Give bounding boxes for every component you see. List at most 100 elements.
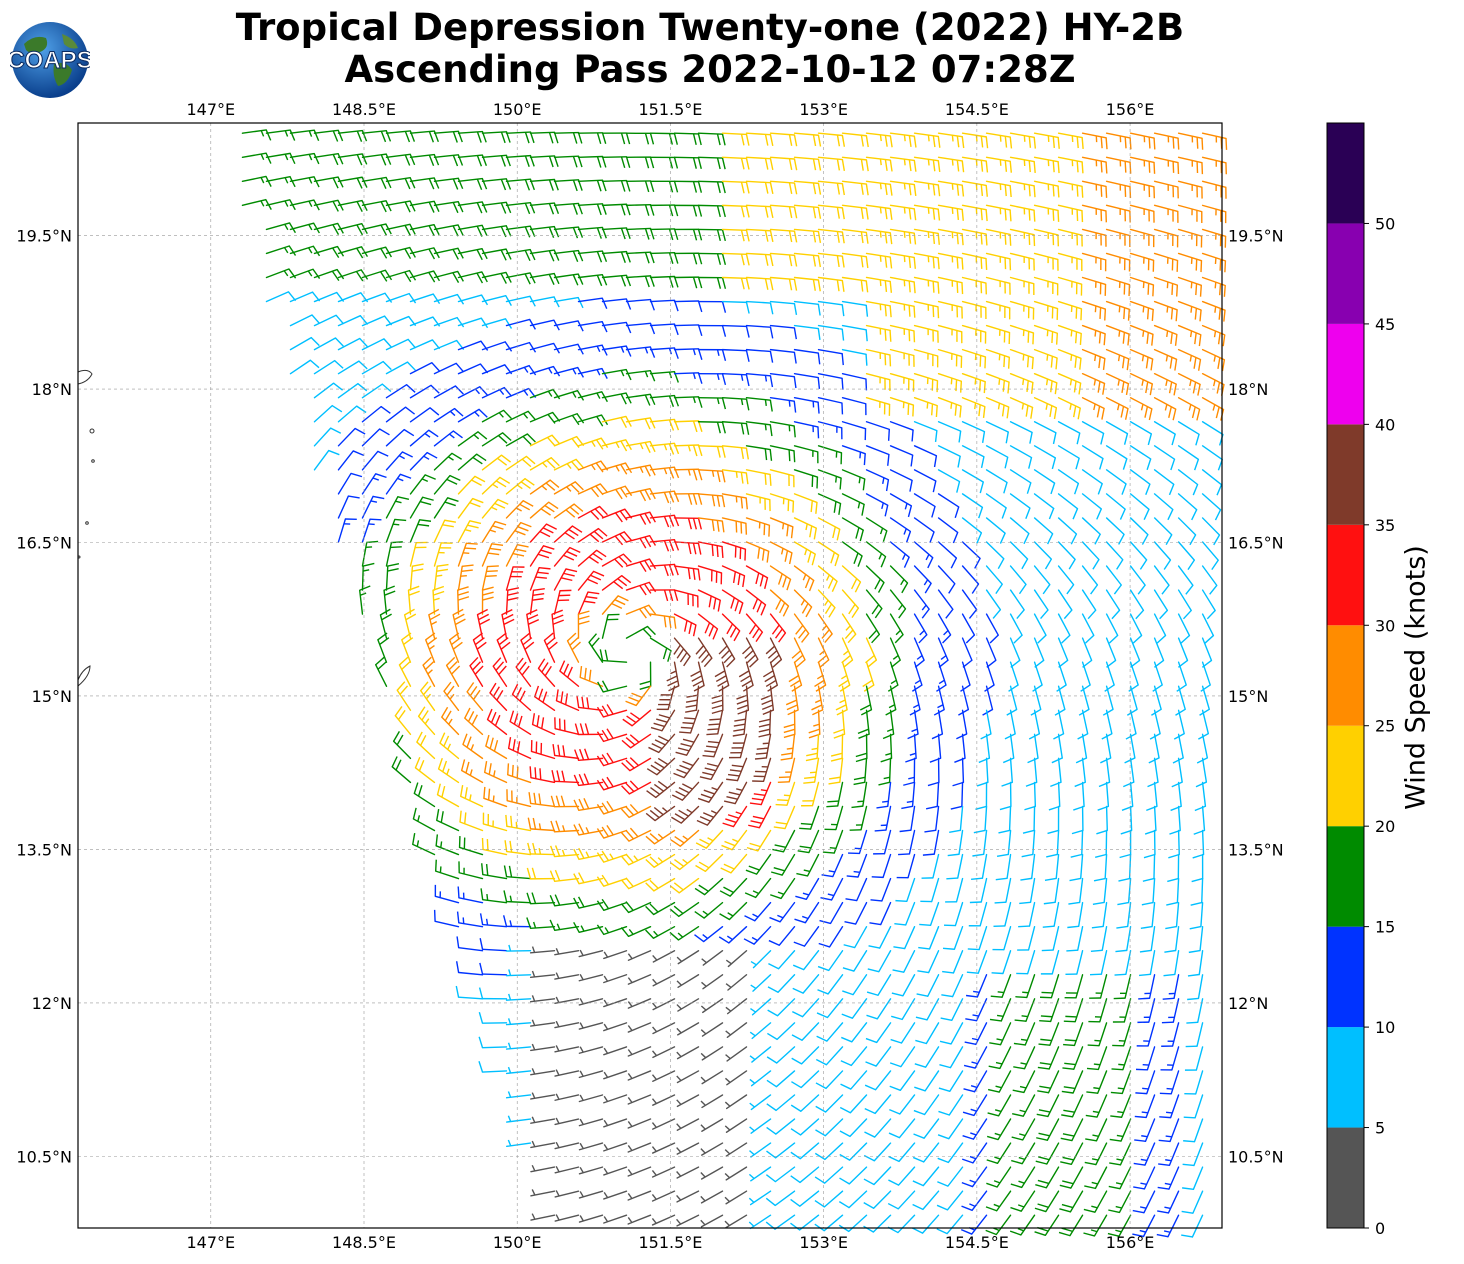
barb-shaft (793, 276, 820, 281)
barb-feather (668, 252, 674, 264)
wind-barb (797, 829, 820, 854)
barb-shaft (433, 519, 446, 543)
barb-feather (573, 897, 580, 909)
barb-shaft (506, 825, 532, 832)
barb-half-feather (395, 500, 402, 504)
barb-shaft (1033, 637, 1045, 662)
barb-shaft (1009, 541, 1029, 560)
barb-feather (744, 892, 756, 899)
barb-shaft (481, 248, 507, 255)
wind-barb (1153, 421, 1176, 446)
barb-shaft (758, 805, 772, 829)
barb-half-feather (308, 130, 313, 137)
barb-feather (476, 155, 483, 167)
barb-shaft (793, 252, 820, 257)
barb-feather (534, 685, 540, 697)
wind-barb (841, 348, 868, 366)
barb-shaft (679, 829, 700, 847)
barb-shaft (817, 228, 844, 233)
barb-shaft (957, 853, 964, 879)
barb-shaft (1033, 661, 1043, 686)
wind-barb (620, 901, 652, 914)
barb-feather (1001, 404, 1005, 417)
barb-feather (863, 453, 866, 466)
wind-barb (844, 901, 868, 925)
barb-shaft (857, 853, 868, 878)
barb-shaft (793, 661, 803, 686)
barb-shaft (817, 541, 840, 556)
wind-barb (738, 661, 754, 692)
barb-feather (377, 632, 388, 641)
wind-barb (937, 541, 958, 569)
barb-feather (1004, 208, 1007, 221)
barb-shaft (649, 275, 676, 279)
barb-feather (620, 855, 630, 866)
wind-barb (596, 728, 628, 743)
barb-feather (553, 343, 561, 354)
wind-barb (457, 886, 484, 904)
barb-feather (482, 586, 494, 591)
wind-barb (769, 517, 794, 539)
wind-barb (361, 315, 393, 327)
wind-barb (1147, 757, 1159, 788)
barb-feather (614, 599, 626, 606)
barb-feather (650, 726, 663, 732)
barb-feather (1171, 433, 1176, 446)
wind-barb (961, 228, 988, 246)
barb-shaft (553, 829, 580, 833)
barb-shaft (385, 541, 393, 567)
barb-feather (1223, 310, 1226, 322)
barb-shaft (401, 639, 412, 663)
wind-barb (1009, 156, 1036, 173)
wind-barb (550, 845, 580, 858)
barb-feather (1028, 233, 1031, 245)
barb-feather (745, 374, 750, 387)
barb-feather (740, 277, 745, 290)
barb-feather (387, 563, 400, 567)
barb-feather (375, 473, 387, 479)
barb-feather (498, 665, 507, 676)
barb-feather (706, 745, 718, 749)
barb-feather (874, 608, 883, 619)
wind-barb (1098, 757, 1111, 788)
barb-feather (1075, 757, 1087, 764)
barb-feather (1103, 333, 1106, 346)
barb-shaft (1153, 348, 1178, 361)
wind-barb (1009, 276, 1035, 296)
barb-feather (1145, 381, 1149, 394)
barb-feather (1171, 781, 1183, 788)
barb-shaft (361, 246, 387, 255)
barb-feather (591, 637, 600, 647)
wind-barb (961, 180, 988, 197)
barb-shaft (409, 339, 434, 351)
barb-shaft (1081, 348, 1106, 360)
barb-shaft (769, 204, 796, 208)
wind-barb (985, 541, 1005, 570)
barb-feather (524, 132, 530, 144)
wind-barb (265, 222, 297, 234)
barb-feather (697, 543, 702, 555)
barb-shaft (481, 498, 499, 519)
barb-feather (812, 182, 817, 195)
barb-feather (552, 619, 564, 625)
barb-shaft (779, 901, 796, 923)
wind-barb (913, 445, 938, 468)
wind-barb (913, 589, 930, 619)
wind-barb (745, 613, 764, 643)
barb-shaft (457, 475, 476, 495)
barb-shaft (553, 877, 580, 882)
wind-barb (913, 517, 935, 543)
barb-feather (408, 590, 420, 596)
barb-feather (1025, 507, 1031, 519)
barb-feather (773, 826, 786, 830)
barb-half-feather (1188, 404, 1192, 411)
barb-shaft (481, 543, 493, 567)
barb-shaft (553, 366, 579, 375)
barb-feather (841, 402, 844, 415)
barb-feather (464, 812, 467, 824)
wind-barb (980, 709, 992, 740)
barb-shaft (791, 733, 796, 759)
barb-feather (535, 576, 547, 579)
barb-shaft (745, 324, 772, 328)
barb-shaft (910, 805, 916, 831)
